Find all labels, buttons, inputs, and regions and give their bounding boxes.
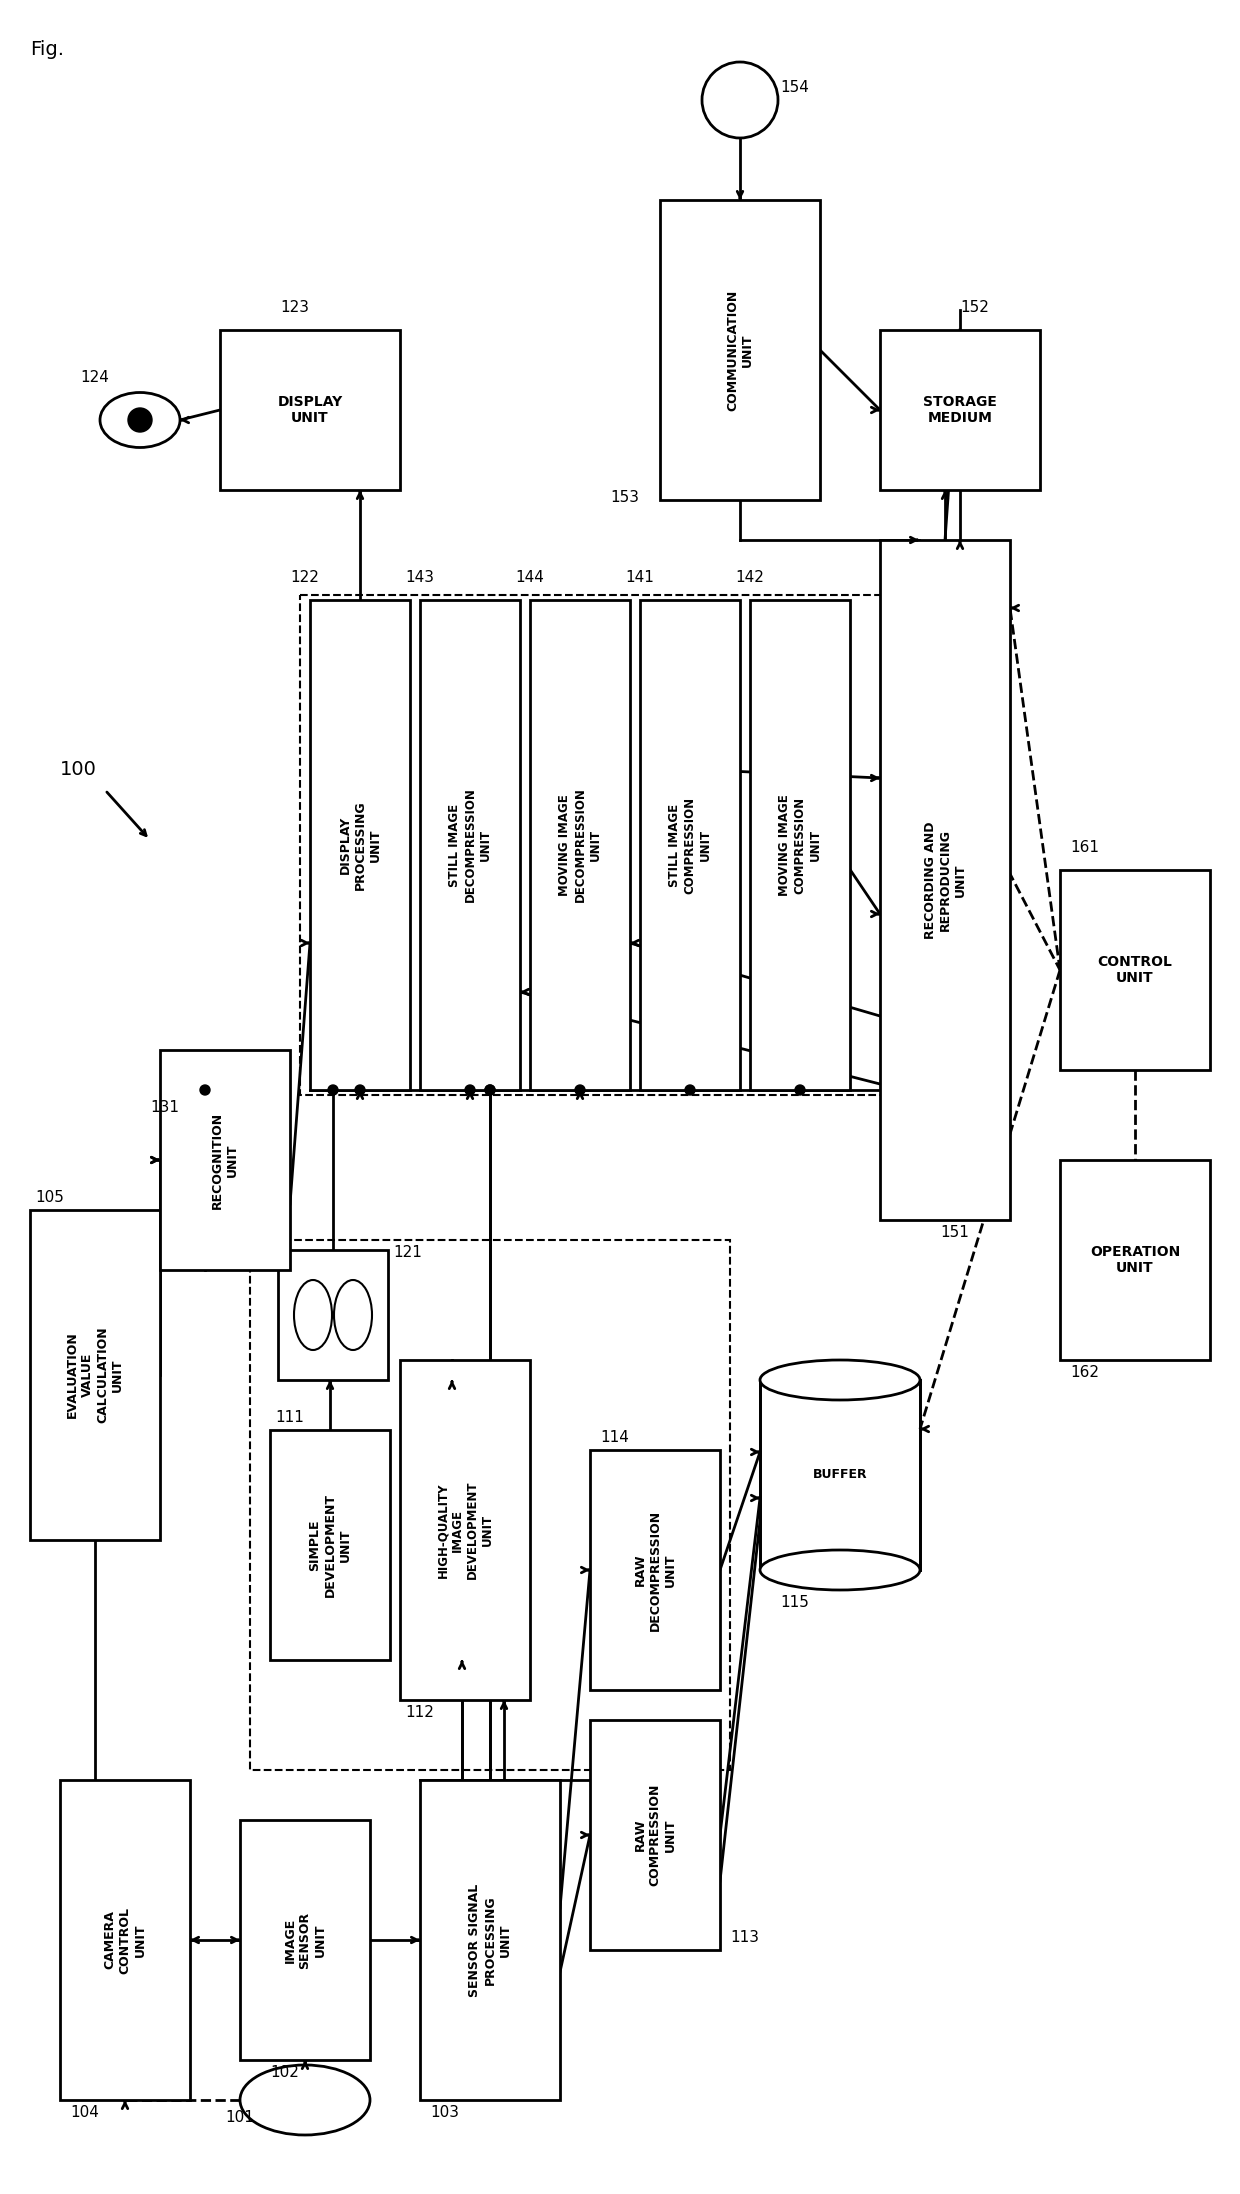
Text: SENSOR SIGNAL
PROCESSING
UNIT: SENSOR SIGNAL PROCESSING UNIT [469,1882,511,1997]
Text: 112: 112 [405,1705,434,1720]
Ellipse shape [760,1360,920,1400]
Text: Fig.: Fig. [30,39,64,59]
Bar [660,200,820,500]
Bar [250,1240,730,1771]
Text: DISPLAY
PROCESSING
UNIT: DISPLAY PROCESSING UNIT [339,801,382,891]
Text: RECORDING AND
REPRODUCING
UNIT: RECORDING AND REPRODUCING UNIT [924,821,966,939]
Text: 152: 152 [960,301,988,316]
Bar [401,1360,529,1700]
Text: 115: 115 [780,1595,808,1610]
Text: 113: 113 [730,1931,759,1946]
Bar [420,1779,560,2100]
Bar [270,1430,391,1661]
Bar [219,329,401,489]
Text: MOVING IMAGE
DECOMPRESSION
UNIT: MOVING IMAGE DECOMPRESSION UNIT [558,788,601,902]
Text: 142: 142 [735,570,764,586]
Text: COMMUNICATION
UNIT: COMMUNICATION UNIT [725,290,754,410]
Bar [278,1251,388,1380]
Circle shape [684,1086,694,1095]
Circle shape [128,408,153,432]
Ellipse shape [334,1279,372,1349]
Text: 162: 162 [1070,1365,1099,1380]
Text: 111: 111 [275,1411,304,1424]
Text: 105: 105 [35,1189,64,1205]
Bar [300,595,994,1095]
Circle shape [465,1086,475,1095]
Text: RAW
COMPRESSION
UNIT: RAW COMPRESSION UNIT [634,1784,677,1887]
Text: HIGH-QUALITY
IMAGE
DEVELOPMENT
UNIT: HIGH-QUALITY IMAGE DEVELOPMENT UNIT [436,1481,494,1580]
Text: 100: 100 [60,759,97,779]
Bar [880,540,1011,1220]
Text: STILL IMAGE
DECOMPRESSION
UNIT: STILL IMAGE DECOMPRESSION UNIT [449,788,491,902]
Circle shape [575,1086,585,1095]
Text: 161: 161 [1070,840,1099,856]
Circle shape [795,1086,805,1095]
Bar [1060,1161,1210,1360]
Circle shape [329,1086,339,1095]
Text: 121: 121 [393,1244,422,1259]
Circle shape [485,1086,495,1095]
Text: 102: 102 [270,2065,299,2080]
Bar [529,599,630,1090]
Bar [1060,871,1210,1071]
Text: 101: 101 [224,2111,254,2126]
Text: SIMPLE
DEVELOPMENT
UNIT: SIMPLE DEVELOPMENT UNIT [309,1492,351,1597]
Bar [590,1450,720,1689]
Bar [420,599,520,1090]
Text: STILL IMAGE
COMPRESSION
UNIT: STILL IMAGE COMPRESSION UNIT [668,796,712,893]
Bar [760,1380,920,1571]
Ellipse shape [100,393,180,448]
Text: 144: 144 [515,570,544,586]
Bar [30,1211,160,1540]
Text: 151: 151 [940,1224,968,1240]
Text: CAMERA
CONTROL
UNIT: CAMERA CONTROL UNIT [103,1907,146,1972]
Circle shape [485,1086,495,1095]
Text: STORAGE
MEDIUM: STORAGE MEDIUM [923,395,997,426]
Bar [750,599,849,1090]
Text: BUFFER: BUFFER [812,1468,867,1481]
Text: 103: 103 [430,2104,459,2119]
Text: 143: 143 [405,570,434,586]
Text: 153: 153 [610,489,639,505]
Text: RAW
DECOMPRESSION
UNIT: RAW DECOMPRESSION UNIT [634,1509,677,1630]
Circle shape [200,1086,210,1095]
Text: RECOGNITION
UNIT: RECOGNITION UNIT [211,1112,239,1209]
Text: DISPLAY
UNIT: DISPLAY UNIT [278,395,342,426]
Text: MOVING IMAGE
COMPRESSION
UNIT: MOVING IMAGE COMPRESSION UNIT [779,794,821,895]
Text: 123: 123 [280,301,309,316]
Text: 122: 122 [290,570,319,586]
Ellipse shape [241,2065,370,2135]
Bar [590,1720,720,1950]
Text: 124: 124 [81,371,109,384]
Circle shape [702,61,777,138]
Bar [310,599,410,1090]
Text: 114: 114 [600,1430,629,1446]
Text: EVALUATION
VALUE
CALCULATION
UNIT: EVALUATION VALUE CALCULATION UNIT [66,1327,124,1424]
Bar [241,1821,370,2060]
Text: CONTROL
UNIT: CONTROL UNIT [1097,954,1173,985]
Text: 154: 154 [780,79,808,94]
Text: 104: 104 [69,2104,99,2119]
Bar [60,1779,190,2100]
Circle shape [355,1086,365,1095]
Bar [160,1051,290,1270]
Text: 131: 131 [150,1099,179,1115]
Text: IMAGE
SENSOR
UNIT: IMAGE SENSOR UNIT [284,1911,326,1968]
Text: 141: 141 [625,570,653,586]
Ellipse shape [760,1549,920,1591]
Bar [640,599,740,1090]
Text: OPERATION
UNIT: OPERATION UNIT [1090,1244,1180,1275]
Bar [880,329,1040,489]
Ellipse shape [294,1279,332,1349]
